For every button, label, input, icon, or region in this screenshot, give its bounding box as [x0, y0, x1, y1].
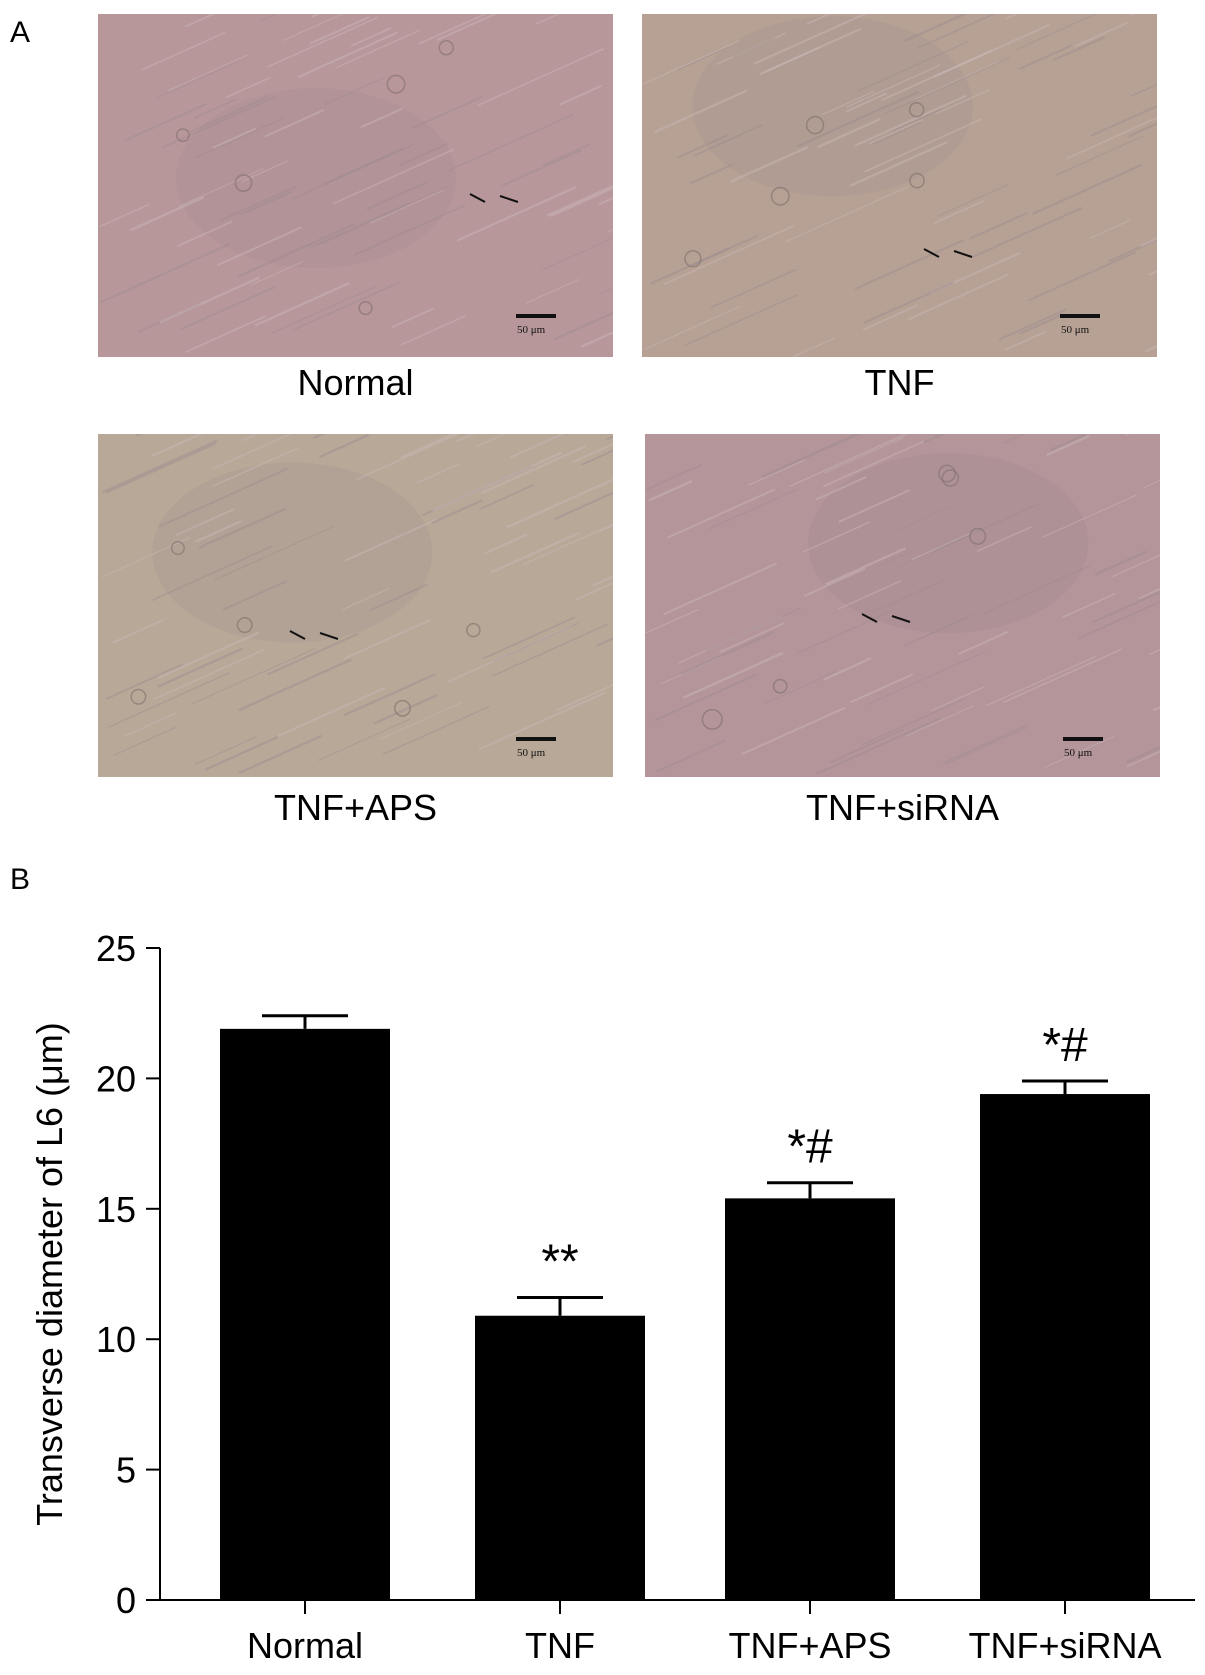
micrograph-image: [645, 434, 1160, 777]
arrow-icon: [499, 195, 519, 203]
bar: [980, 1094, 1150, 1600]
arrow-icon: [319, 632, 339, 640]
x-tick-label: TNF+siRNA: [968, 1625, 1161, 1666]
bar: [220, 1028, 390, 1600]
significance-label: **: [541, 1235, 578, 1288]
micrograph-caption-tnf-sirna: TNF+siRNA: [805, 787, 999, 828]
bar: [475, 1315, 645, 1600]
y-tick-label: 0: [116, 1580, 136, 1621]
y-tick-label: 5: [116, 1450, 136, 1491]
scale-bar: [1060, 314, 1100, 318]
bar-chart-svg: 0 5 10 15 20 25 Transverse diameter of L6 (μm)…: [29, 928, 1195, 1666]
x-tick-label: TNF+APS: [728, 1625, 891, 1666]
bar-chart: 0 5 10 15 20 25 Transverse diameter of L6 (μm)…: [0, 880, 1205, 1675]
scale-bar-label: 50 μm: [517, 324, 546, 336]
arrow-icon: [923, 248, 940, 258]
micrograph-normal: 50 μm: [98, 14, 613, 357]
panel-a-letter: A: [10, 16, 31, 49]
y-tick-label: 10: [96, 1319, 136, 1360]
scale-bar-label: 50 μm: [1064, 747, 1093, 759]
arrow-icon: [861, 613, 878, 623]
micrograph-caption-normal: Normal: [297, 362, 414, 403]
x-tick-label: Normal: [247, 1625, 363, 1666]
arrow-icon: [289, 630, 306, 640]
significance-label: *#: [787, 1121, 833, 1174]
y-tick-label: 25: [96, 928, 136, 969]
panel-b-letter: B: [10, 863, 31, 896]
y-tick-label: 20: [96, 1058, 136, 1099]
micrograph-tnf-sirna: 50 μm: [645, 434, 1160, 777]
micrograph-image: [642, 14, 1157, 357]
micrograph-caption-tnf-aps: TNF+APS: [273, 787, 438, 828]
y-tick-label: 15: [96, 1189, 136, 1230]
scale-bar-label: 50 μm: [517, 747, 546, 759]
x-tick-label: TNF: [525, 1625, 595, 1666]
scale-bar-label: 50 μm: [1061, 324, 1090, 336]
arrow-icon: [891, 615, 911, 623]
micrograph-tnf-aps: 50 μm: [98, 434, 613, 777]
micrograph-caption-tnf: TNF: [864, 362, 935, 403]
scale-bar: [516, 314, 556, 318]
micrograph-image: [98, 434, 613, 777]
micrograph-tnf: 50 μm: [642, 14, 1157, 357]
scale-bar: [1063, 737, 1103, 741]
y-axis-label: Transverse diameter of L6 (μm): [29, 1022, 70, 1526]
significance-label: *#: [1042, 1019, 1088, 1072]
bar: [725, 1198, 895, 1600]
micrograph-image: [98, 14, 613, 357]
arrow-icon: [469, 193, 486, 203]
scale-bar: [516, 737, 556, 741]
arrow-icon: [953, 250, 973, 258]
